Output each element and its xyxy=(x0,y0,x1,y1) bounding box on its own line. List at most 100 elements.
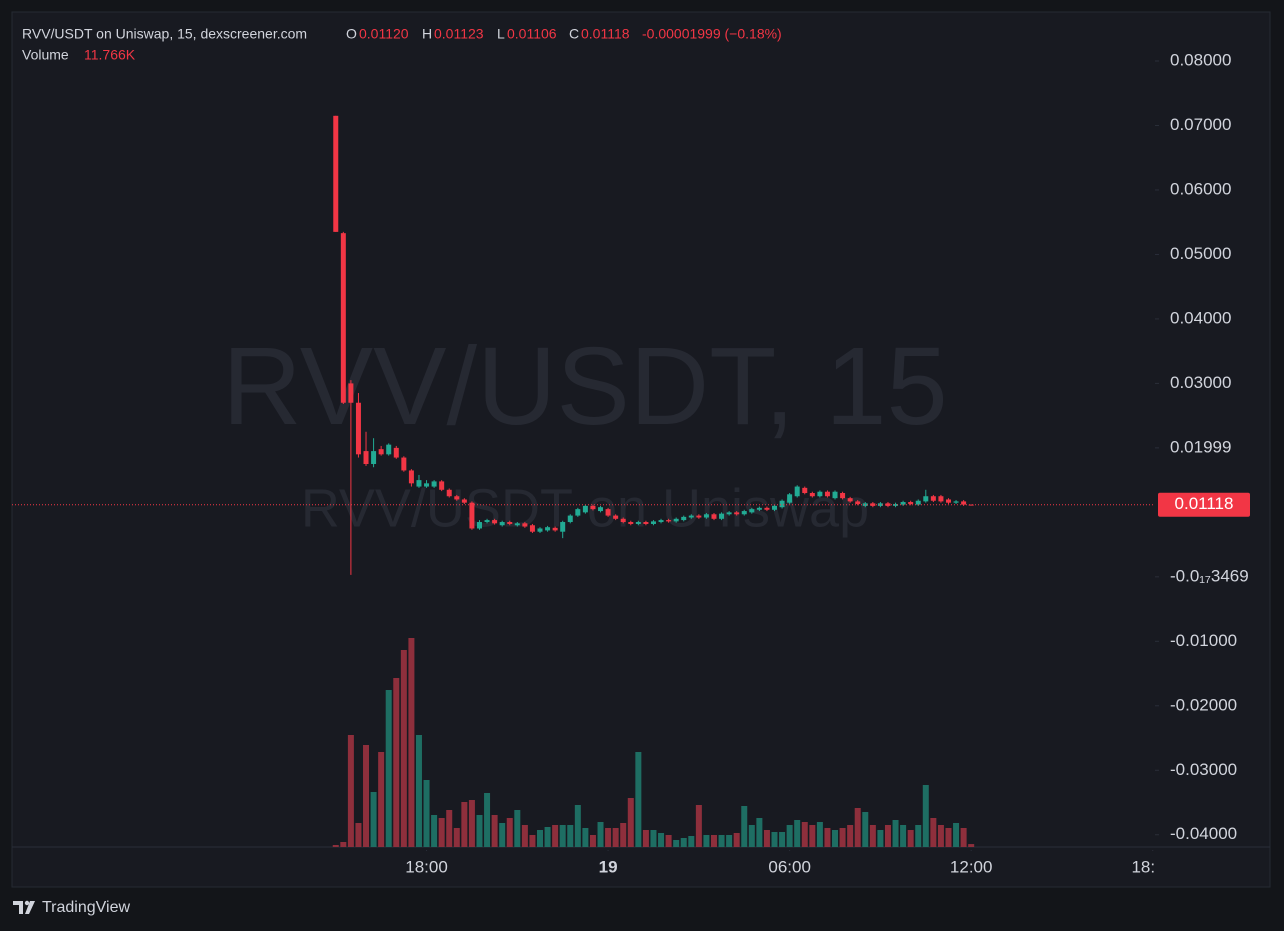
legend-low: 0.01106 xyxy=(507,26,557,42)
candle-body xyxy=(870,503,876,506)
x-tick-label: 18:00 xyxy=(405,857,448,876)
y-tick-label: 0.06000 xyxy=(1170,179,1231,198)
candle-body xyxy=(545,527,551,531)
candle-body xyxy=(840,493,846,499)
candle-body xyxy=(772,505,778,510)
legend-close: 0.01118 xyxy=(581,26,630,42)
volume-bar xyxy=(801,822,808,847)
candle-body xyxy=(348,383,354,403)
y-tick-label: 0.08000 xyxy=(1170,50,1231,69)
volume-bar xyxy=(741,806,748,847)
volume-bar xyxy=(370,792,377,847)
candle-body xyxy=(968,504,974,506)
volume-bar xyxy=(658,833,665,847)
volume-bar xyxy=(635,752,642,847)
volume-bar xyxy=(506,818,513,847)
candle-body xyxy=(809,493,815,497)
brand[interactable]: TradingView xyxy=(42,899,130,916)
legend-close-key: C xyxy=(569,26,579,42)
volume-bar xyxy=(832,830,839,847)
candle-body xyxy=(605,509,611,516)
volume-bar xyxy=(627,798,634,847)
candle-body xyxy=(802,487,808,494)
candle-body xyxy=(734,512,740,515)
y-tick-label: 0.03000 xyxy=(1170,373,1231,392)
candle-body xyxy=(900,502,906,505)
volume-bar xyxy=(930,818,937,847)
candle-body xyxy=(393,447,399,458)
volume-bar xyxy=(499,823,506,847)
candle-body xyxy=(681,516,687,521)
candle-body xyxy=(688,515,694,518)
volume-bar xyxy=(453,828,460,847)
volume-bar xyxy=(567,825,574,847)
volume-bar xyxy=(529,835,536,847)
candle-body xyxy=(416,480,422,487)
volume-bar xyxy=(763,830,770,847)
candle-body xyxy=(953,501,959,503)
last-price-tag xyxy=(1158,492,1250,517)
candle-body xyxy=(719,513,725,519)
volume-bar xyxy=(340,842,347,847)
volume-bar xyxy=(839,828,846,847)
candle-body xyxy=(560,522,566,532)
candle-body xyxy=(855,501,861,504)
candle-body xyxy=(703,514,709,518)
candle-body xyxy=(877,503,883,506)
y-tick-label: -0.03000 xyxy=(1170,760,1237,779)
volume-bar xyxy=(786,825,793,847)
candle-body xyxy=(363,451,369,464)
candle-body xyxy=(643,522,649,524)
candle-body xyxy=(862,503,868,506)
legend-change: -0.00001999 (−0.18%) xyxy=(642,26,782,42)
volume-bar xyxy=(393,678,400,847)
watermark: RVV/USDT, 15 xyxy=(222,325,947,448)
candle-body xyxy=(696,515,702,518)
volume-bar xyxy=(423,780,430,847)
candle-body xyxy=(424,483,430,487)
volume-bar xyxy=(642,830,649,847)
volume-bar xyxy=(605,828,612,847)
candle-body xyxy=(529,525,535,532)
candle-body xyxy=(635,522,641,524)
candle-body xyxy=(658,520,664,523)
volume-bar xyxy=(378,752,385,847)
volume-bar xyxy=(779,832,786,847)
volume-bar xyxy=(892,820,899,847)
candle-body xyxy=(711,514,717,519)
volume-bar xyxy=(363,745,370,847)
volume-bar xyxy=(537,830,544,847)
candle-body xyxy=(666,520,672,522)
candle-body xyxy=(567,515,573,523)
volume-bar xyxy=(877,830,884,847)
volume-bar xyxy=(559,825,566,847)
volume-bar xyxy=(597,822,604,847)
volume-bar xyxy=(733,833,740,847)
volume-bar xyxy=(748,825,755,847)
candle-body xyxy=(885,503,891,506)
volume-bar xyxy=(347,735,354,847)
x-axis: 18:00 19 06:00 12:00 18:00 xyxy=(405,850,1155,876)
candle-body xyxy=(401,457,407,471)
candle-body xyxy=(938,496,944,502)
volume-bar xyxy=(794,820,801,847)
candle-body xyxy=(522,523,528,527)
candle-body xyxy=(590,505,596,510)
x-tick-label: 19 xyxy=(599,857,618,876)
candle-body xyxy=(484,520,490,523)
candle-body xyxy=(333,115,339,232)
volume-bar xyxy=(461,802,468,847)
brand-logo xyxy=(13,900,35,914)
volume-bar xyxy=(521,825,528,847)
candle-body xyxy=(650,521,656,524)
volume-bar xyxy=(900,825,907,847)
candle-body xyxy=(439,481,445,490)
volume-bar xyxy=(937,825,944,847)
volume-bar xyxy=(673,840,680,847)
volume-bar xyxy=(718,835,725,847)
candle-body xyxy=(552,527,558,531)
candle-body xyxy=(764,507,770,510)
candle-body xyxy=(378,449,384,455)
volume-bar xyxy=(484,793,491,847)
